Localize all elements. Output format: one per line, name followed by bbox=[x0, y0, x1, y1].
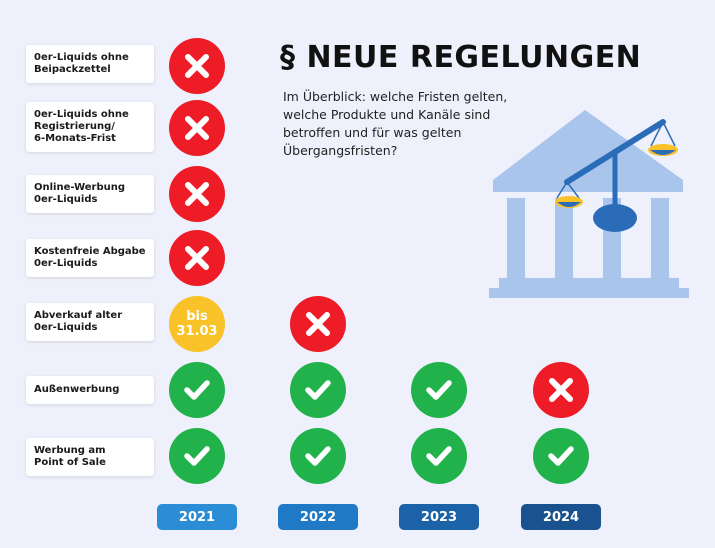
status-no-2021 bbox=[169, 166, 225, 222]
status-yes-2021 bbox=[169, 428, 225, 484]
status-yes-2023 bbox=[411, 362, 467, 418]
status-yes-2022 bbox=[290, 428, 346, 484]
year-badge-2022: 2022 bbox=[278, 504, 358, 530]
year-badge-2021: 2021 bbox=[157, 504, 237, 530]
row-label-online-werbung: Online-Werbung 0er-Liquids bbox=[26, 175, 154, 213]
row-label-point-of-sale: Werbung am Point of Sale bbox=[26, 438, 154, 476]
x-icon bbox=[185, 182, 209, 206]
status-yes-2021 bbox=[169, 362, 225, 418]
x-icon bbox=[185, 54, 209, 78]
check-icon bbox=[305, 380, 331, 400]
courthouse-scales-icon bbox=[489, 110, 689, 298]
x-icon bbox=[185, 116, 209, 140]
row-label-beipackzettel: 0er-Liquids ohne Beipackzettel bbox=[26, 45, 154, 83]
check-icon bbox=[426, 446, 452, 466]
status-until-2021: bis 31.03 bbox=[169, 296, 225, 352]
year-badge-2023: 2023 bbox=[399, 504, 479, 530]
status-no-2021 bbox=[169, 38, 225, 94]
row-label-registrierung: 0er-Liquids ohne Registrierung/ 6-Monats… bbox=[26, 102, 154, 152]
row-label-aussenwerbung: Außenwerbung bbox=[26, 376, 154, 404]
x-icon bbox=[306, 312, 330, 336]
status-no-2021 bbox=[169, 100, 225, 156]
row-label-abverkauf: Abverkauf alter 0er-Liquids bbox=[26, 303, 154, 341]
year-badge-2024: 2024 bbox=[521, 504, 601, 530]
status-no-2024 bbox=[533, 362, 589, 418]
row-label-kostenfreie-abgabe: Kostenfreie Abgabe 0er-Liquids bbox=[26, 239, 154, 277]
check-icon bbox=[184, 446, 210, 466]
check-icon bbox=[548, 446, 574, 466]
x-icon bbox=[549, 378, 573, 402]
check-icon bbox=[426, 380, 452, 400]
status-yes-2022 bbox=[290, 362, 346, 418]
status-no-2021 bbox=[169, 230, 225, 286]
status-yes-2023 bbox=[411, 428, 467, 484]
check-icon bbox=[184, 380, 210, 400]
x-icon bbox=[185, 246, 209, 270]
status-no-2022 bbox=[290, 296, 346, 352]
check-icon bbox=[305, 446, 331, 466]
page-title: § NEUE REGELUNGEN bbox=[280, 40, 642, 75]
page-subtitle: Im Überblick: welche Fristen gelten, wel… bbox=[283, 89, 508, 158]
status-yes-2024 bbox=[533, 428, 589, 484]
